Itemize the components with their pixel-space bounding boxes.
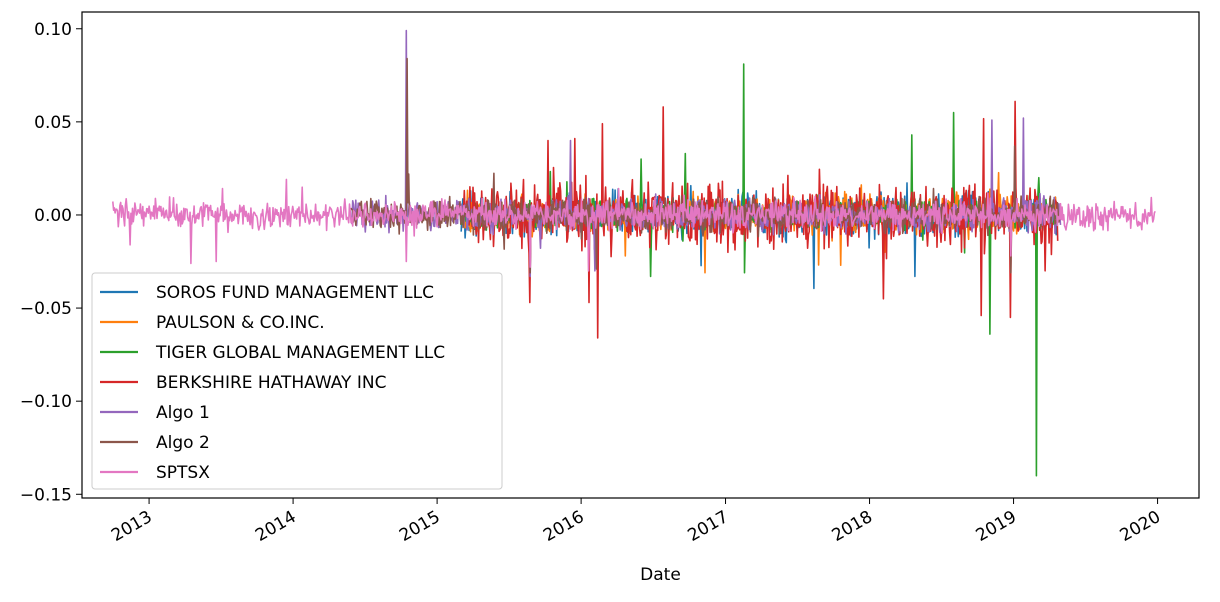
x-tick-label: 2018 — [829, 507, 876, 546]
legend-label: PAULSON & CO.INC. — [156, 313, 325, 333]
series-line-6 — [112, 178, 1156, 272]
y-axis: 0.10 0.05 0.00 −0.05 −0.10 −0.15 — [20, 20, 82, 505]
x-axis: 2013 2014 2015 2016 2017 2018 2019 2020 — [108, 498, 1164, 546]
legend-label: Algo 1 — [156, 403, 210, 423]
legend-label: BERKSHIRE HATHAWAY INC — [156, 373, 386, 393]
legend-label: SOROS FUND MANAGEMENT LLC — [156, 283, 434, 303]
x-tick-label: 2014 — [252, 507, 299, 546]
y-tick-label: −0.05 — [20, 299, 72, 319]
legend-label: SPTSX — [156, 463, 210, 483]
y-tick-label: 0.00 — [34, 206, 72, 226]
legend-label: Algo 2 — [156, 433, 210, 453]
x-tick-label: 2013 — [108, 507, 155, 546]
legend-label: TIGER GLOBAL MANAGEMENT LLC — [155, 343, 445, 363]
x-tick-label: 2016 — [540, 507, 587, 546]
y-tick-label: −0.15 — [20, 485, 72, 505]
plot-frame — [81, 11, 1200, 499]
y-tick-label: 0.10 — [34, 20, 72, 40]
y-tick-label: 0.05 — [34, 113, 72, 133]
x-axis-label: Date — [640, 565, 681, 585]
x-tick-label: 2019 — [973, 507, 1020, 546]
x-tick-label: 2017 — [685, 507, 732, 546]
y-tick-label: −0.10 — [20, 392, 72, 412]
legend: SOROS FUND MANAGEMENT LLC PAULSON & CO.IN… — [91, 272, 503, 490]
legend-box — [91, 272, 503, 490]
x-tick-label: 2020 — [1117, 507, 1164, 546]
series-line-2 — [460, 63, 1059, 477]
x-tick-label: 2015 — [396, 507, 443, 546]
plot-lines — [112, 29, 1156, 477]
